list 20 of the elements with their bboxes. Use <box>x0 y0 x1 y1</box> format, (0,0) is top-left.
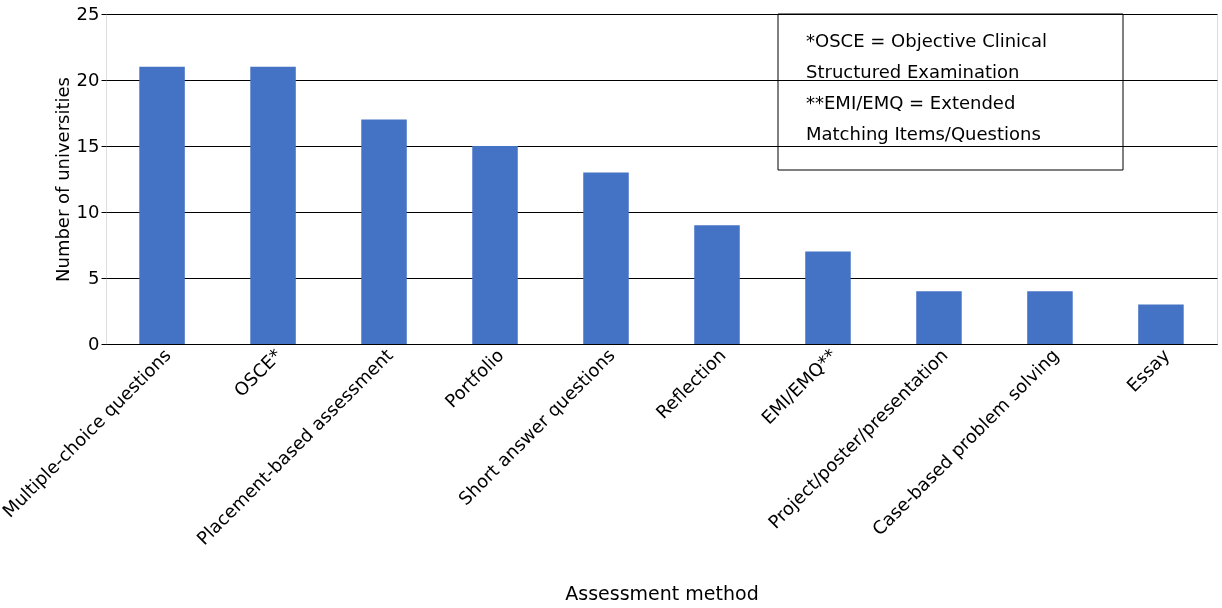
bar <box>805 251 851 344</box>
bar <box>250 66 296 344</box>
bar <box>916 291 962 344</box>
bar <box>1027 291 1073 344</box>
y-tick-label: 0 <box>88 332 100 354</box>
bar <box>472 146 518 344</box>
annotation: **EMI/EMQ = Extended Matching Items/Questions <box>806 92 1041 144</box>
y-tick-label: 25 <box>76 2 100 24</box>
bar <box>139 66 185 344</box>
x-axis-title: Assessment method <box>565 581 759 604</box>
bar <box>583 172 629 344</box>
bar <box>694 225 740 344</box>
y-tick-label: 20 <box>76 68 100 90</box>
y-tick-label: 15 <box>76 134 100 156</box>
y-axis-title: Number of universities <box>51 77 73 282</box>
bar <box>1138 304 1184 344</box>
y-tick-label: 10 <box>76 200 100 222</box>
bar <box>361 119 407 344</box>
y-tick-label: 5 <box>88 266 100 288</box>
annotation: *OSCE = Objective Clinical Structured Examination <box>806 30 1048 82</box>
